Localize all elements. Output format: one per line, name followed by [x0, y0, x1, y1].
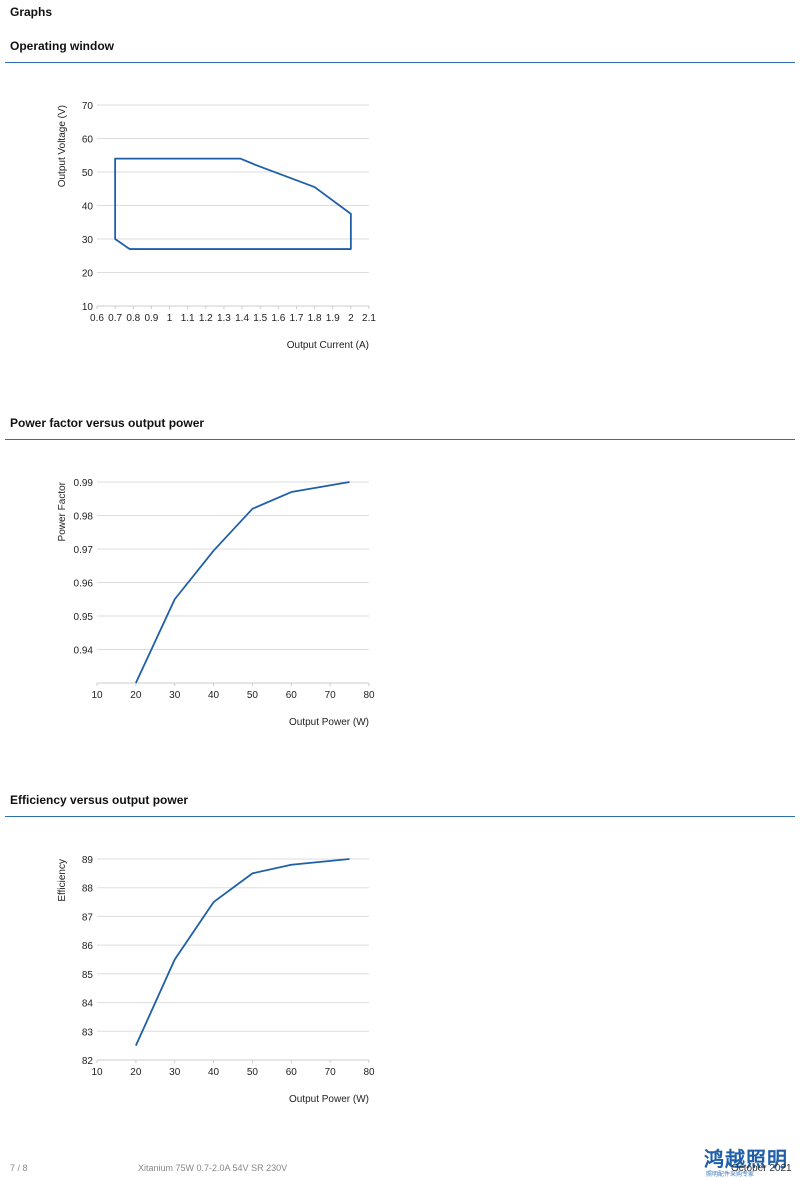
x-tick-label: 1.3 [217, 313, 231, 324]
operating-window-chart: 10 20 30 40 50 60 70 0.6 0.7 0.8 0.9 1 1.1 1.2 1.3 1.4 1… [57, 101, 376, 351]
series-line [135, 481, 350, 684]
y-tick-label: 87 [82, 912, 94, 923]
x-tick-label: 1.2 [199, 313, 213, 324]
section-title-power-factor: Power factor versus output power [10, 416, 205, 430]
y-tick-label: 0.98 [74, 512, 94, 523]
y-tick-label: 50 [82, 168, 94, 179]
x-axis-label: Output Power (W) [289, 717, 369, 728]
y-tick-label: 0.99 [74, 478, 94, 489]
x-tick-label: 60 [286, 690, 298, 701]
power-factor-chart: 0.94 0.95 0.96 0.97 0.98 0.99 10 20 30 40 50 60 70 80… [57, 478, 375, 728]
x-tick-label: 30 [169, 690, 181, 701]
y-tick-label: 85 [82, 970, 94, 981]
x-tick-label: 50 [247, 690, 259, 701]
x-tick-label: 40 [208, 690, 220, 701]
x-tick-label: 0.7 [108, 313, 122, 324]
x-axis-label: Output Power (W) [289, 1094, 369, 1105]
x-tick-label: 30 [169, 1067, 181, 1078]
y-tick-label: 60 [82, 135, 94, 146]
y-tick-label: 84 [82, 999, 94, 1010]
x-axis-label: Output Current (A) [287, 340, 369, 351]
page-title: Graphs [10, 5, 53, 19]
x-tick-label: 70 [325, 690, 337, 701]
y-tick-label: 0.95 [74, 612, 94, 623]
y-tick-label: 0.97 [74, 545, 94, 556]
x-tick-label: 1.5 [253, 313, 267, 324]
x-tick-label: 50 [247, 1067, 259, 1078]
section-divider [5, 439, 795, 440]
y-tick-label: 20 [82, 269, 94, 280]
y-tick-label: 89 [82, 855, 94, 866]
x-tick-label: 1.6 [271, 313, 285, 324]
y-tick-label: 0.96 [74, 579, 94, 590]
y-tick-label: 88 [82, 884, 94, 895]
x-tick-label: 1.7 [290, 313, 304, 324]
y-tick-label: 70 [82, 101, 94, 112]
efficiency-chart: 82 83 84 85 86 87 88 89 10 20 30 40 50 60 70 80 Output P… [57, 855, 375, 1105]
y-tick-label: 10 [82, 302, 94, 313]
x-tick-label: 1.9 [326, 313, 340, 324]
x-tick-label: 10 [91, 1067, 103, 1078]
x-tick-label: 80 [363, 1067, 375, 1078]
x-tick-label: 40 [208, 1067, 220, 1078]
series-line [114, 157, 352, 250]
x-tick-label: 1 [167, 313, 173, 324]
watermark-logo-subtitle: 照明配件采购专家 [706, 1171, 755, 1178]
x-tick-label: 60 [286, 1067, 298, 1078]
series-line [135, 858, 350, 1047]
y-tick-label: 83 [82, 1027, 94, 1038]
x-tick-label: 2.1 [362, 313, 376, 324]
page-number: 7 / 8 [10, 1163, 28, 1173]
y-tick-label: 40 [82, 202, 94, 213]
x-tick-label: 1.4 [235, 313, 249, 324]
section-divider [5, 62, 795, 63]
document-date: October 2021 [731, 1163, 792, 1174]
y-tick-label: 30 [82, 235, 94, 246]
y-axis-label: Power Factor [57, 481, 68, 541]
y-axis-label: Output Voltage (V) [57, 105, 68, 187]
section-title-efficiency: Efficiency versus output power [10, 793, 189, 807]
x-tick-label: 0.8 [126, 313, 140, 324]
y-tick-label: 0.94 [74, 646, 94, 657]
x-tick-label: 1.1 [181, 313, 195, 324]
x-tick-label: 20 [130, 690, 142, 701]
section-divider [5, 816, 795, 817]
x-tick-label: 0.9 [144, 313, 158, 324]
watermark-logo: 鸿越照明 [704, 1147, 788, 1171]
x-tick-label: 80 [363, 690, 375, 701]
x-tick-label: 1.8 [308, 313, 322, 324]
x-tick-label: 2 [348, 313, 354, 324]
product-name: Xitanium 75W 0.7-2.0A 54V SR 230V [138, 1163, 288, 1173]
y-tick-label: 86 [82, 941, 94, 952]
section-title-operating-window: Operating window [10, 39, 114, 53]
x-tick-label: 0.6 [90, 313, 104, 324]
x-tick-label: 70 [325, 1067, 337, 1078]
y-axis-label: Efficiency [57, 859, 68, 902]
x-tick-label: 10 [91, 690, 103, 701]
x-tick-label: 20 [130, 1067, 142, 1078]
y-tick-label: 82 [82, 1056, 94, 1067]
